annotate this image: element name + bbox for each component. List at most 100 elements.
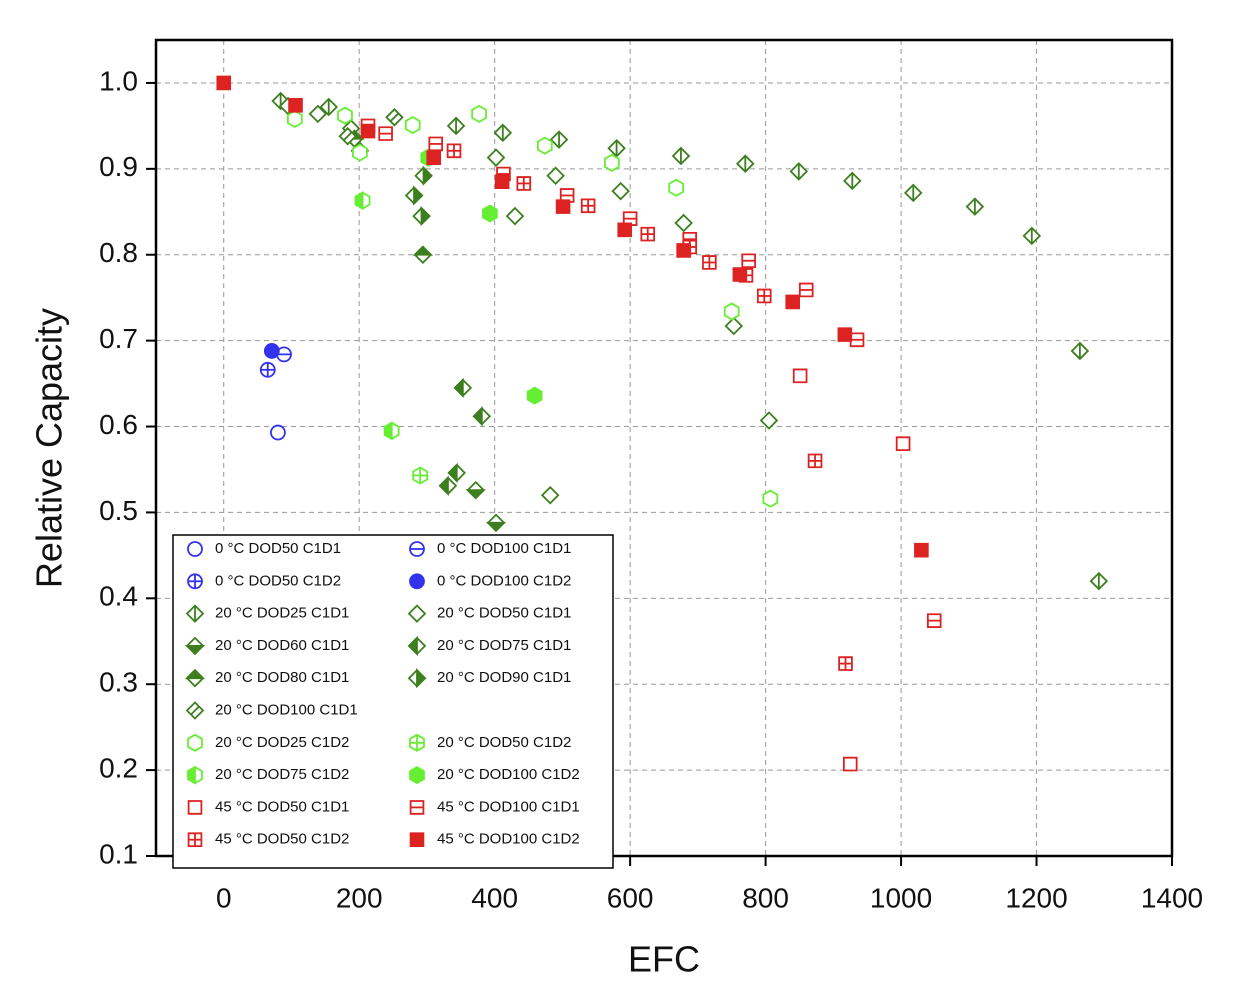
data-point — [540, 485, 560, 505]
marker-outline — [360, 123, 376, 139]
y-tick-label: 0.5 — [99, 495, 138, 526]
legend-marker — [187, 573, 203, 590]
data-point — [404, 185, 424, 206]
data-point — [611, 181, 630, 201]
data-point — [1070, 341, 1090, 361]
data-point — [319, 97, 338, 117]
marker-shape — [559, 188, 575, 203]
y-tick-label: 0.1 — [99, 838, 138, 869]
data-point — [360, 123, 376, 139]
marker-half — [447, 462, 458, 484]
marker-shape — [668, 178, 685, 197]
data-point — [756, 288, 772, 304]
y-tick-label: 0.6 — [99, 409, 138, 440]
data-point — [926, 613, 942, 628]
data-point — [1089, 571, 1109, 591]
marker-shape — [407, 604, 427, 623]
marker-outline — [842, 756, 858, 772]
data-point — [702, 255, 717, 270]
marker-outline — [407, 604, 427, 623]
marker-shape — [842, 756, 858, 772]
data-point — [414, 165, 433, 186]
data-point — [385, 108, 404, 127]
legend-label: 20 °C DOD50 C1D1 — [437, 605, 571, 622]
marker-outline — [187, 800, 203, 815]
data-point — [607, 138, 626, 158]
legend-marker — [184, 636, 206, 656]
marker-shape — [407, 635, 427, 657]
marker-shape — [843, 171, 862, 191]
plot-frame — [154, 38, 1174, 858]
marker-shape — [409, 733, 425, 752]
legend-marker — [409, 766, 425, 785]
legend-label: 20 °C DOD90 C1D1 — [437, 669, 571, 686]
data-point — [383, 421, 400, 441]
marker-shape — [526, 386, 543, 405]
marker-shape — [837, 327, 853, 342]
data-point — [352, 143, 368, 162]
y-tick-label: 0.2 — [99, 752, 138, 783]
marker-shape — [409, 541, 425, 557]
marker-outline — [540, 485, 560, 505]
data-point — [640, 226, 656, 242]
x-tick-label: 0 — [216, 882, 232, 913]
marker-shape — [216, 75, 232, 91]
marker-shape — [187, 541, 203, 557]
legend-label: 20 °C DOD100 C1D1 — [215, 701, 358, 718]
legend-label: 45 °C DOD50 C1D1 — [215, 798, 349, 815]
legend-label: 20 °C DOD80 C1D1 — [215, 669, 349, 686]
data-point — [404, 115, 421, 135]
legend-label: 20 °C DOD60 C1D1 — [215, 637, 349, 654]
data-point — [837, 327, 853, 342]
legend-label: 0 °C DOD100 C1D2 — [437, 572, 571, 589]
marker-line — [343, 131, 353, 141]
x-tick-label: 1400 — [1141, 882, 1203, 913]
marker-shape — [412, 205, 431, 227]
marker-shape — [428, 136, 444, 152]
marker-outline — [426, 150, 442, 165]
data-point — [465, 480, 486, 500]
data-point — [789, 162, 809, 181]
marker-outline — [409, 766, 425, 785]
marker-shape — [505, 206, 525, 226]
marker-outline — [471, 104, 487, 123]
marker-shape — [736, 154, 755, 173]
data-point — [965, 197, 985, 216]
marker-shape — [378, 126, 393, 141]
marker-outline — [895, 436, 911, 452]
marker-outline — [546, 166, 565, 185]
marker-half — [412, 245, 434, 256]
marker-shape — [555, 199, 571, 214]
data-point — [914, 542, 929, 558]
marker-shape — [789, 162, 809, 181]
legend-marker — [187, 832, 203, 848]
marker-outline — [792, 368, 808, 384]
legend-label: 0 °C DOD50 C1D2 — [215, 572, 341, 589]
data-point — [486, 148, 506, 167]
marker-shape — [308, 104, 328, 124]
marker-outline — [555, 199, 571, 214]
marker-shape — [494, 174, 510, 190]
marker-shape — [184, 636, 206, 656]
data-point — [526, 386, 543, 405]
marker-half — [407, 635, 418, 657]
marker-shape — [404, 185, 424, 206]
legend-marker — [409, 573, 425, 590]
marker-shape — [438, 475, 458, 496]
legend-box — [172, 534, 614, 869]
marker-outline — [674, 213, 693, 233]
marker-shape — [903, 183, 923, 203]
marker-shape — [404, 115, 421, 135]
marker-half — [383, 421, 393, 441]
data-point — [447, 462, 467, 484]
marker-shape — [640, 226, 656, 242]
marker-shape — [385, 108, 404, 127]
marker-shape — [409, 800, 425, 815]
marker-shape — [807, 453, 823, 469]
marker-shape — [702, 255, 717, 270]
marker-outline — [723, 302, 740, 321]
marker-shape — [516, 176, 532, 191]
marker-half — [187, 765, 196, 785]
marker-shape — [674, 213, 693, 233]
marker-outline — [536, 136, 553, 155]
